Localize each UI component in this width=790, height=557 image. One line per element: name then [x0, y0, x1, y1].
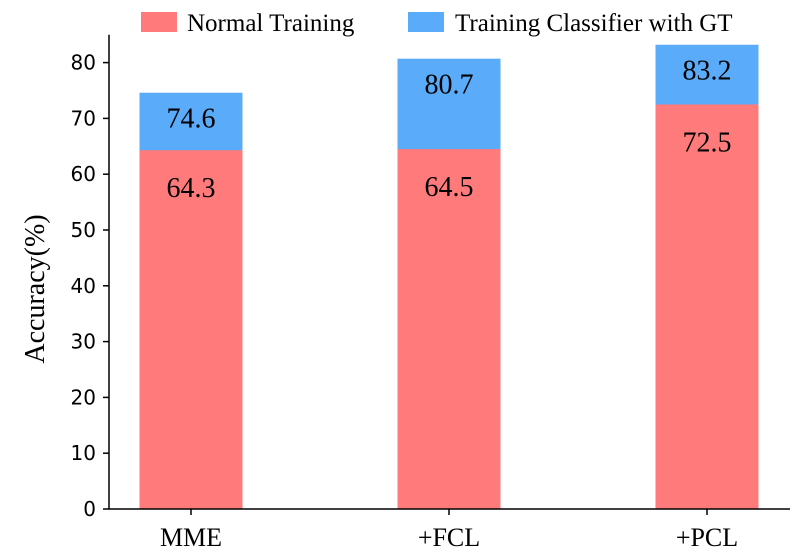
x-tick-label: +FCL	[418, 523, 480, 552]
legend-label-0: Normal Training	[187, 10, 355, 37]
legend-label-1: Training Classifier with GT	[455, 10, 733, 37]
y-tick-label: 50	[71, 218, 96, 242]
y-tick-label: 0	[83, 497, 96, 521]
y-tick-label: 70	[71, 106, 96, 130]
y-axis-title: Accuracy(%)	[20, 214, 51, 363]
bar-normal-1	[397, 149, 501, 509]
x-tick-label: MME	[160, 523, 222, 552]
value-label-gt: 74.6	[167, 104, 216, 135]
value-label-normal: 64.3	[167, 173, 216, 204]
legend-swatch-0	[141, 12, 177, 32]
y-tick-label: 40	[71, 274, 96, 298]
y-tick-label: 20	[71, 385, 96, 409]
value-label-gt: 83.2	[683, 56, 732, 87]
x-ticks: MME +FCL +PCL	[160, 509, 738, 552]
y-tick-label: 60	[71, 162, 96, 186]
bars	[139, 44, 759, 510]
value-label-gt: 80.7	[425, 70, 474, 101]
bar-normal-0	[139, 150, 243, 509]
legend: Normal Training Training Classifier with …	[141, 10, 733, 37]
legend-swatch-1	[408, 12, 444, 32]
y-tick-label: 10	[71, 441, 96, 465]
x-tick-label: +PCL	[676, 523, 738, 552]
y-tick-label: 80	[71, 51, 96, 75]
value-label-normal: 72.5	[683, 127, 732, 158]
value-labels: 74.6 64.3 80.7 64.5 83.2 72.5	[167, 56, 732, 204]
y-ticks: 0 10 20 30 40 50 60 70 80	[71, 51, 109, 521]
y-tick-label: 30	[71, 330, 96, 354]
value-label-normal: 64.5	[425, 172, 474, 203]
bar-normal-2	[655, 104, 759, 509]
